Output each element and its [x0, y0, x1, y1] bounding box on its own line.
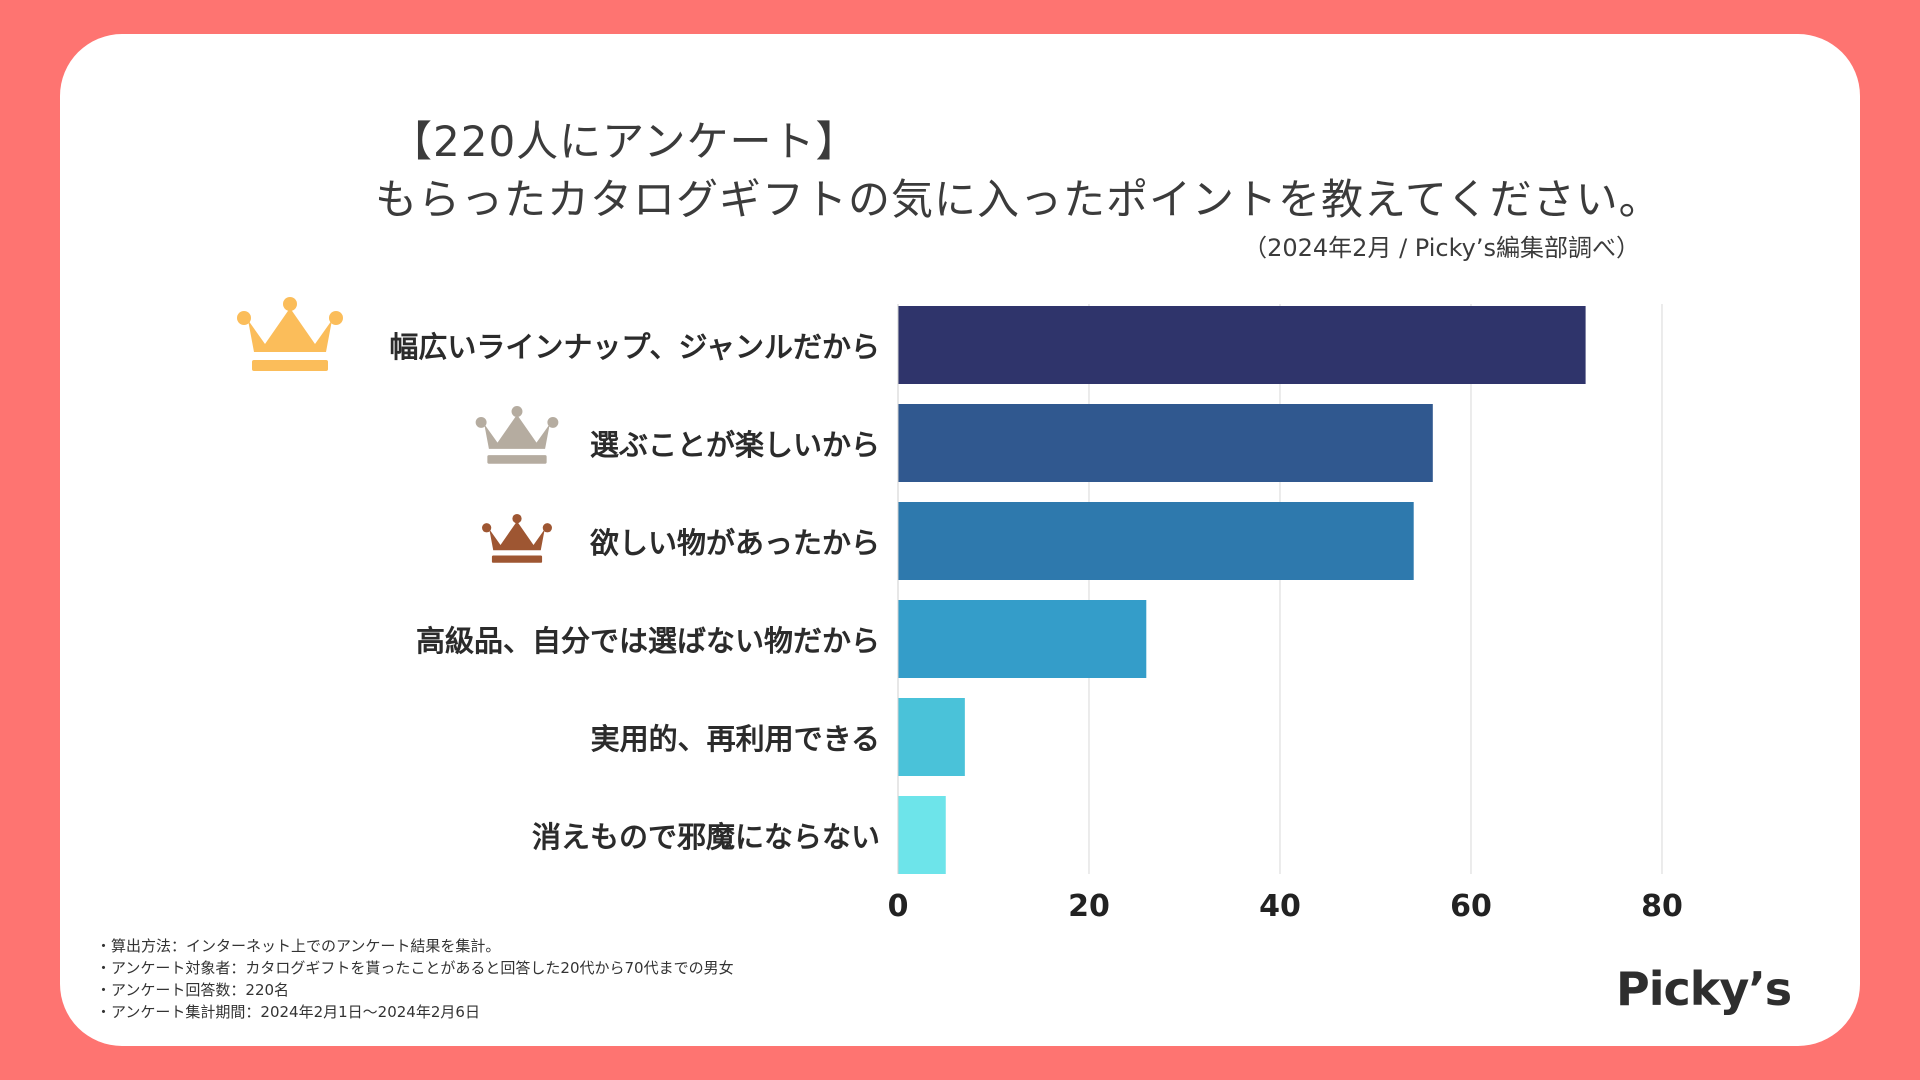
note-period: アンケート集計期間：2024年2月1日〜2024年2月6日: [96, 1001, 734, 1023]
survey-notes: 算出方法：インターネット上でのアンケート結果を集計。 アンケート対象者：カタログ…: [96, 935, 734, 1023]
chart-title-line1: 【220人にアンケート】: [390, 117, 859, 166]
note-respondents: アンケート回答数：220名: [96, 979, 734, 1001]
x-tick-label: 60: [1450, 889, 1492, 924]
category-label: 高級品、自分では選ばない物だから: [415, 624, 880, 658]
category-label: 実用的、再利用できる: [590, 722, 880, 756]
category-label: 欲しい物があったから: [589, 526, 880, 560]
category-label: 消えもので邪魔にならない: [531, 820, 880, 854]
bronze-crown-icon: [482, 513, 552, 563]
x-tick-label: 0: [888, 889, 909, 924]
x-tick-label: 80: [1641, 889, 1683, 924]
bar: [898, 698, 965, 776]
bar: [898, 404, 1433, 482]
bar: [898, 796, 946, 874]
bar: [898, 600, 1147, 678]
brand-logo: Picky’s: [1616, 962, 1792, 1016]
x-tick-label: 40: [1259, 889, 1301, 924]
bar: [898, 502, 1414, 580]
gold-crown-icon: [237, 297, 343, 371]
x-tick-label: 20: [1068, 889, 1110, 924]
chart-title-line2: もらったカタログギフトの気に入ったポイントを教えてください。: [375, 175, 1662, 224]
note-target: アンケート対象者：カタログギフトを貰ったことがあると回答した20代から70代まで…: [96, 957, 734, 979]
bar: [898, 306, 1586, 384]
chart-source: （2024年2月 / Picky’s編集部調べ）: [1243, 234, 1640, 262]
silver-crown-icon: [475, 406, 559, 464]
note-method: 算出方法：インターネット上でのアンケート結果を集計。: [96, 935, 734, 957]
category-label: 幅広いラインナップ、ジャンルだから: [389, 330, 880, 364]
category-label: 選ぶことが楽しいから: [589, 428, 880, 462]
